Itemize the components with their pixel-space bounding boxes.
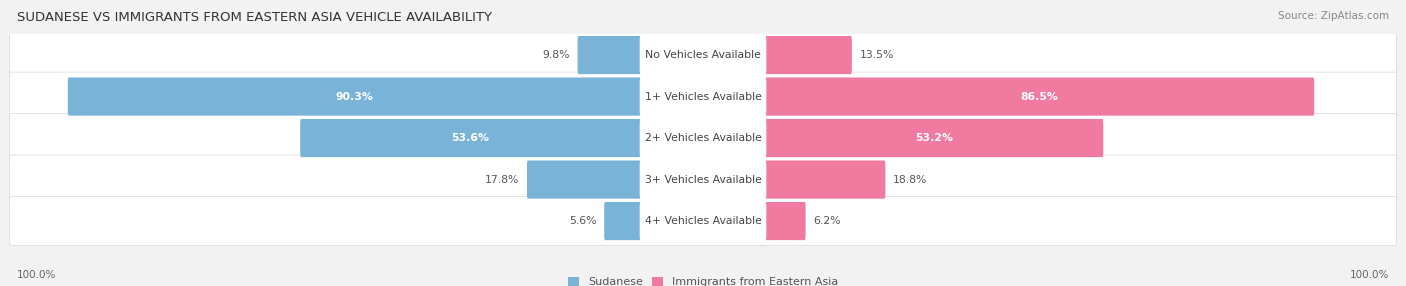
FancyBboxPatch shape	[765, 36, 852, 74]
FancyBboxPatch shape	[765, 160, 886, 199]
Text: 5.6%: 5.6%	[569, 216, 596, 226]
FancyBboxPatch shape	[640, 78, 766, 116]
FancyBboxPatch shape	[10, 196, 1396, 246]
Text: 18.8%: 18.8%	[893, 174, 928, 184]
FancyBboxPatch shape	[640, 160, 766, 199]
FancyBboxPatch shape	[10, 155, 1396, 204]
Text: 86.5%: 86.5%	[1021, 92, 1059, 102]
Text: 17.8%: 17.8%	[485, 174, 519, 184]
Legend: Sudanese, Immigrants from Eastern Asia: Sudanese, Immigrants from Eastern Asia	[568, 277, 838, 286]
Text: 100.0%: 100.0%	[1350, 270, 1389, 280]
Text: 2+ Vehicles Available: 2+ Vehicles Available	[644, 133, 762, 143]
Text: 53.6%: 53.6%	[451, 133, 489, 143]
Text: 3+ Vehicles Available: 3+ Vehicles Available	[644, 174, 762, 184]
FancyBboxPatch shape	[301, 119, 641, 157]
Text: 1+ Vehicles Available: 1+ Vehicles Available	[644, 92, 762, 102]
Text: 9.8%: 9.8%	[543, 50, 569, 60]
FancyBboxPatch shape	[67, 78, 641, 116]
Text: 100.0%: 100.0%	[17, 270, 56, 280]
FancyBboxPatch shape	[10, 31, 1396, 80]
FancyBboxPatch shape	[640, 202, 766, 240]
FancyBboxPatch shape	[640, 36, 766, 74]
Text: 6.2%: 6.2%	[813, 216, 841, 226]
FancyBboxPatch shape	[10, 72, 1396, 121]
Text: 90.3%: 90.3%	[336, 92, 374, 102]
Text: 4+ Vehicles Available: 4+ Vehicles Available	[644, 216, 762, 226]
Text: SUDANESE VS IMMIGRANTS FROM EASTERN ASIA VEHICLE AVAILABILITY: SUDANESE VS IMMIGRANTS FROM EASTERN ASIA…	[17, 11, 492, 24]
FancyBboxPatch shape	[765, 78, 1315, 116]
FancyBboxPatch shape	[527, 160, 641, 199]
FancyBboxPatch shape	[605, 202, 641, 240]
FancyBboxPatch shape	[578, 36, 641, 74]
Text: Source: ZipAtlas.com: Source: ZipAtlas.com	[1278, 11, 1389, 21]
FancyBboxPatch shape	[765, 119, 1104, 157]
Text: 53.2%: 53.2%	[915, 133, 953, 143]
Text: 13.5%: 13.5%	[859, 50, 894, 60]
Text: No Vehicles Available: No Vehicles Available	[645, 50, 761, 60]
FancyBboxPatch shape	[10, 114, 1396, 162]
FancyBboxPatch shape	[765, 202, 806, 240]
FancyBboxPatch shape	[640, 119, 766, 157]
